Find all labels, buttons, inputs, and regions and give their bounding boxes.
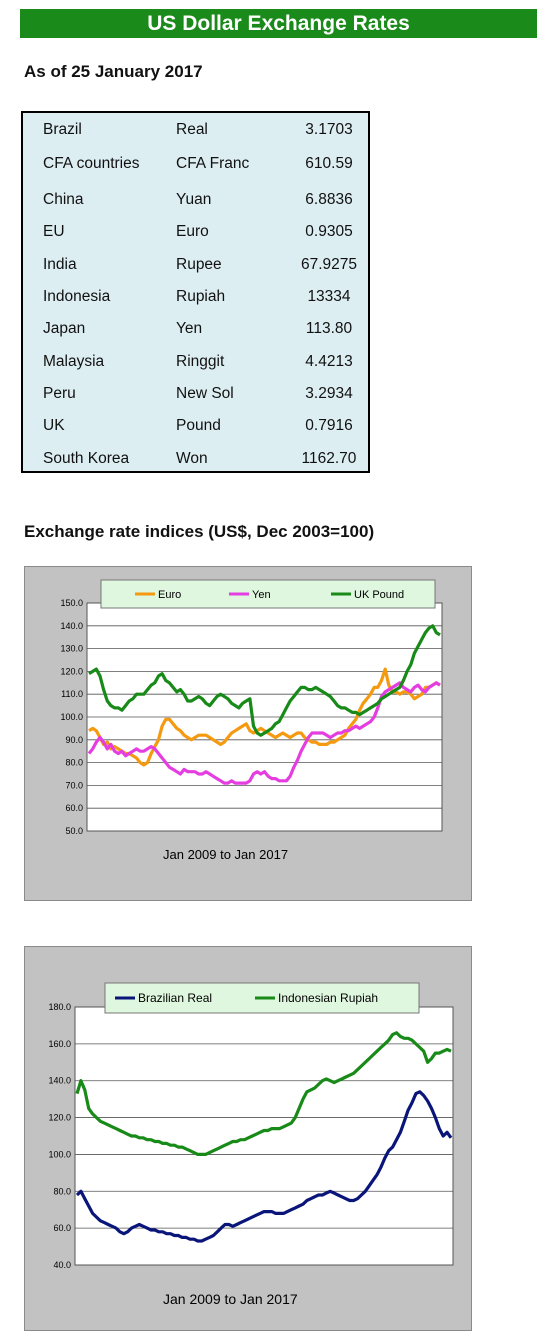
- y-tick-label: 80.0: [65, 758, 83, 768]
- country-cell: Indonesia: [43, 288, 111, 305]
- y-tick-label: 140.0: [48, 1076, 71, 1086]
- legend-label: Euro: [158, 589, 181, 601]
- rate-cell: 0.7916: [305, 417, 353, 434]
- table-row: Peru New Sol 3.2934: [23, 385, 368, 405]
- rate-cell: 1162.70: [301, 450, 357, 467]
- country-cell: EU: [43, 223, 65, 240]
- chart-major-currencies: 50.0 60.0 70.0 80.0 90.0 100.0 110.0 120.0 130.0…: [60, 579, 443, 836]
- y-tick-label: 50.0: [65, 826, 83, 836]
- country-cell: China: [43, 191, 84, 208]
- country-cell: Peru: [43, 385, 76, 402]
- currency-cell: New Sol: [176, 385, 234, 402]
- y-tick-label: 60.0: [65, 803, 83, 813]
- rate-cell: 3.2934: [305, 385, 353, 402]
- table-row: EU Euro 0.9305: [23, 223, 368, 243]
- chart-real-rupiah: 40.0 60.0 80.0 100.0 120.0 140.0 160.0 180.0 Bra…: [48, 982, 454, 1270]
- series-line-uk-pound: [88, 624, 441, 737]
- table-row: CFA countries CFA Franc 610.59: [23, 155, 368, 175]
- y-tick-label: 160.0: [48, 1039, 71, 1049]
- country-cell: CFA countries: [43, 155, 140, 172]
- chart-caption: Jan 2009 to Jan 2017: [163, 1291, 298, 1307]
- y-tick-label: 60.0: [53, 1223, 71, 1233]
- country-cell: India: [43, 256, 77, 273]
- country-cell: Japan: [43, 320, 86, 337]
- y-tick-label: 140.0: [60, 621, 83, 631]
- currency-cell: Rupiah: [176, 288, 226, 305]
- table-row: UK Pound 0.7916: [23, 417, 368, 437]
- currency-cell: Pound: [176, 417, 221, 434]
- rate-cell: 3.1703: [305, 121, 353, 138]
- series-line-brazilian-real: [75, 1090, 453, 1243]
- currency-cell: Won: [176, 450, 208, 467]
- page-title-banner: US Dollar Exchange Rates: [20, 9, 537, 38]
- currency-cell: CFA Franc: [176, 155, 250, 172]
- table-row: Indonesia Rupiah 13334: [23, 288, 368, 308]
- as-of-date: As of 25 January 2017: [24, 62, 203, 81]
- rate-cell: 67.9275: [300, 256, 358, 273]
- chart-frame-major-currencies: 50.0 60.0 70.0 80.0 90.0 100.0 110.0 120.0 130.0…: [24, 566, 472, 901]
- chart-frame-real-rupiah: 40.0 60.0 80.0 100.0 120.0 140.0 160.0 180.0 Bra…: [24, 946, 472, 1331]
- y-tick-label: 100.0: [48, 1149, 71, 1159]
- rate-cell: 6.8836: [305, 191, 353, 208]
- y-tick-label: 100.0: [60, 712, 83, 722]
- country-cell: Malaysia: [43, 353, 105, 370]
- rate-cell: 113.80: [305, 320, 353, 337]
- table-row: Malaysia Ringgit 4.4213: [23, 353, 368, 373]
- series-line-indonesian-rupiah: [75, 1031, 452, 1156]
- currency-cell: Ringgit: [176, 353, 225, 370]
- legend-label: UK Pound: [354, 589, 404, 601]
- country-cell: South Korea: [43, 450, 130, 467]
- currency-cell: Real: [176, 121, 208, 138]
- y-tick-label: 120.0: [48, 1113, 71, 1123]
- y-tick-label: 40.0: [53, 1260, 71, 1270]
- exchange-rates-table: Brazil Real 3.1703 CFA countries CFA Franc 61…: [21, 111, 370, 473]
- series-line-euro: [88, 667, 441, 767]
- y-tick-label: 110.0: [61, 689, 83, 699]
- legend-box: [100, 579, 436, 609]
- chart-caption: Jan 2009 to Jan 2017: [163, 847, 289, 862]
- y-tick-label: 180.0: [48, 1002, 71, 1012]
- rate-cell: 610.59: [305, 155, 353, 172]
- y-tick-label: 130.0: [60, 644, 83, 654]
- indices-section-title: Exchange rate indices (US$, Dec 2003=100…: [24, 522, 375, 541]
- currency-cell: Yuan: [176, 191, 212, 208]
- page-title: US Dollar Exchange Rates: [147, 12, 410, 35]
- y-tick-label: 80.0: [53, 1186, 71, 1196]
- y-tick-label: 150.0: [60, 598, 83, 608]
- legend-label: Brazilian Real: [138, 991, 212, 1005]
- country-cell: UK: [43, 417, 65, 434]
- currency-cell: Yen: [176, 320, 203, 337]
- currency-cell: Euro: [176, 223, 209, 240]
- rate-cell: 0.9305: [305, 223, 353, 240]
- table-row: Brazil Real 3.1703: [23, 121, 368, 141]
- legend-label: Yen: [252, 589, 271, 601]
- y-tick-label: 120.0: [60, 666, 83, 676]
- rate-cell: 4.4213: [305, 353, 353, 370]
- legend-label: Indonesian Rupiah: [278, 991, 378, 1005]
- currency-cell: Rupee: [176, 256, 222, 273]
- series-line-yen: [87, 681, 441, 785]
- table-row: South Korea Won 1162.70: [23, 450, 368, 470]
- y-tick-label: 70.0: [65, 780, 83, 790]
- country-cell: Brazil: [43, 121, 82, 138]
- rate-cell: 13334: [307, 288, 351, 305]
- y-tick-label: 90.0: [65, 735, 83, 745]
- table-row: China Yuan 6.8836: [23, 191, 368, 211]
- table-row: Japan Yen 113.80: [23, 320, 368, 340]
- table-row: India Rupee 67.9275: [23, 256, 368, 276]
